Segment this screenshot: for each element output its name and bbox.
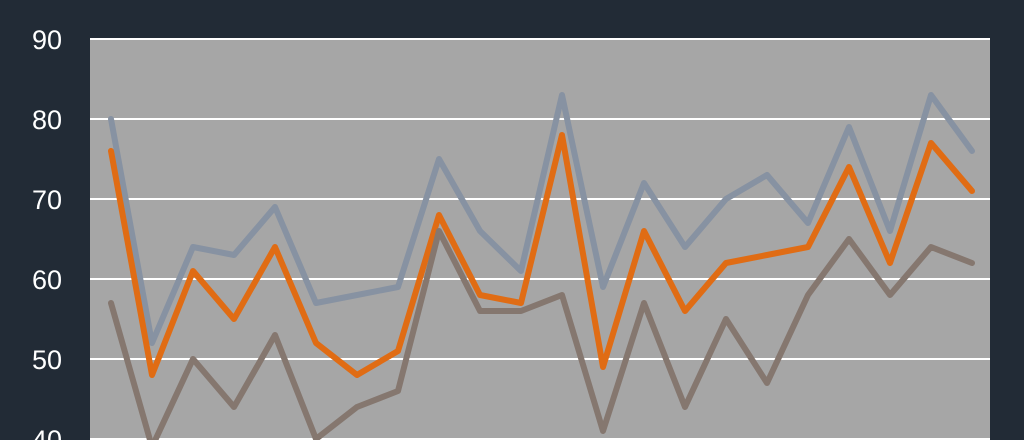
y-tick-label-90: 90: [32, 25, 62, 55]
plot-area: [90, 39, 990, 440]
series-line-2: [108, 132, 975, 378]
series-line-3: [108, 228, 975, 440]
y-tick-label-70: 70: [32, 185, 62, 215]
y-tick-label-50: 50: [32, 345, 62, 375]
series-line-1: [108, 92, 975, 346]
y-tick-label-80: 80: [32, 105, 62, 135]
y-tick-label-60: 60: [32, 265, 62, 295]
y-tick-label-40: 40: [32, 425, 62, 440]
